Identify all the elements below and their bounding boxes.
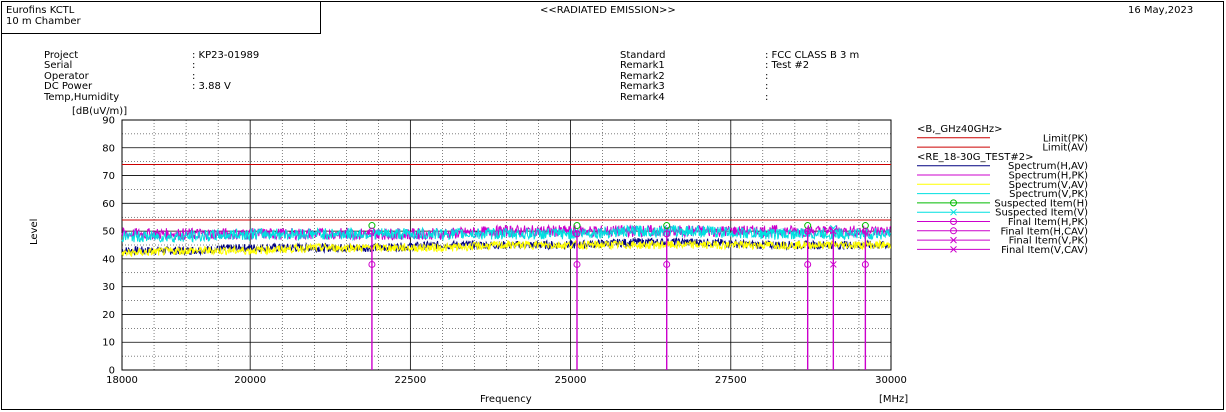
info-value-operator: : <box>192 71 196 82</box>
site-name: 10 m Chamber <box>6 16 81 27</box>
y-tick-label: 20 <box>102 310 115 321</box>
x-tick-label: 22500 <box>394 375 426 386</box>
legend-label: Limit(AV) <box>1042 143 1088 154</box>
data-marker <box>829 224 837 232</box>
info-label-operator: Operator <box>44 71 89 82</box>
info-label-remark1: Remark1 <box>620 60 665 71</box>
legend-label: Spectrum(V,PK) <box>1009 189 1088 200</box>
legend-label: Final Item(V,CAV) <box>1001 245 1088 256</box>
legend-label: Spectrum(H,PK) <box>1008 171 1088 182</box>
y-tick-label: 50 <box>102 227 115 238</box>
legend-label: Spectrum(H,AV) <box>1008 161 1088 172</box>
legend-marker <box>950 246 957 253</box>
info-label-standard: Standard <box>620 50 666 61</box>
data-marker <box>573 222 581 230</box>
info-value-serial: : <box>192 60 196 71</box>
y-unit-label: [dB(uV/m)] <box>72 106 128 117</box>
info-value-remark4: : <box>765 92 769 103</box>
info-label-dc-power: DC Power <box>44 81 93 92</box>
y-tick-label: 40 <box>102 254 115 265</box>
data-marker <box>368 260 376 268</box>
info-value-remark2: : <box>765 71 769 82</box>
data-marker <box>368 227 376 235</box>
info-value-remark1: : Test #2 <box>765 60 810 71</box>
x-tick-label: 25000 <box>555 375 587 386</box>
x-tick-label: 30000 <box>875 375 907 386</box>
x-tick-label: 18000 <box>106 375 138 386</box>
lab-box <box>1 1 321 34</box>
legend-label: Suspected Item(V) <box>995 208 1088 219</box>
data-marker <box>573 260 581 268</box>
data-marker <box>829 261 837 268</box>
report-date: 16 May,2023 <box>1128 5 1194 16</box>
legend-label: Final Item(H,PK) <box>1008 217 1088 228</box>
legend-label: Suspected Item(H) <box>994 198 1088 209</box>
data-marker <box>573 230 581 238</box>
data-marker <box>829 227 837 235</box>
legend-group-title: <RE_18-30G_TEST#2> <box>917 152 1033 163</box>
spectrum-trace <box>121 239 892 257</box>
y-tick-label: 90 <box>102 116 115 127</box>
legend-label: Final Item(H,CAV) <box>1000 226 1088 237</box>
x-axis-title: Frequency <box>480 394 532 405</box>
data-marker <box>861 260 869 268</box>
info-label-remark2: Remark2 <box>620 71 665 82</box>
y-tick-label: 30 <box>102 282 115 293</box>
report-title: <<RADIATED EMISSION>> <box>540 5 676 16</box>
legend-marker <box>950 199 957 207</box>
y-tick-label: 10 <box>102 338 115 349</box>
legend-label: Limit(PK) <box>1043 133 1088 144</box>
data-marker <box>663 222 671 230</box>
info-label-project: Project <box>44 50 79 61</box>
legend-marker <box>950 208 957 216</box>
legend-marker <box>950 227 957 235</box>
data-marker <box>804 227 812 235</box>
x-unit-label: [MHz] <box>879 394 909 405</box>
info-value-standard: : FCC CLASS B 3 m <box>765 50 860 61</box>
y-tick-label: 60 <box>102 199 115 210</box>
legend-marker <box>950 218 957 225</box>
legend-marker <box>950 236 957 244</box>
info-value-remark3: : <box>765 81 769 92</box>
data-marker <box>861 227 869 235</box>
info-value-dc-power: : 3.88 V <box>192 81 231 92</box>
company-name: Eurofins KCTL <box>6 5 75 16</box>
data-marker <box>804 260 812 268</box>
y-tick-label: 70 <box>102 171 115 182</box>
info-label-remark4: Remark4 <box>620 92 665 103</box>
y-tick-label: 0 <box>109 366 115 377</box>
legend-label: Spectrum(V,AV) <box>1009 180 1088 191</box>
spectrum-trace <box>121 224 892 243</box>
info-label-serial: Serial <box>44 60 73 71</box>
x-tick-label: 20000 <box>234 375 266 386</box>
x-tick-label: 27500 <box>715 375 747 386</box>
y-tick-label: 80 <box>102 143 115 154</box>
info-value-project: : KP23-01989 <box>192 50 260 61</box>
legend-label: Final Item(V,PK) <box>1009 236 1088 247</box>
legend-group-title: <B,_GHz40GHz> <box>917 124 1003 135</box>
info-label-temp: Temp,Humidity <box>44 92 120 103</box>
data-marker <box>663 230 671 238</box>
data-marker <box>663 260 671 268</box>
info-label-remark3: Remark3 <box>620 81 665 92</box>
